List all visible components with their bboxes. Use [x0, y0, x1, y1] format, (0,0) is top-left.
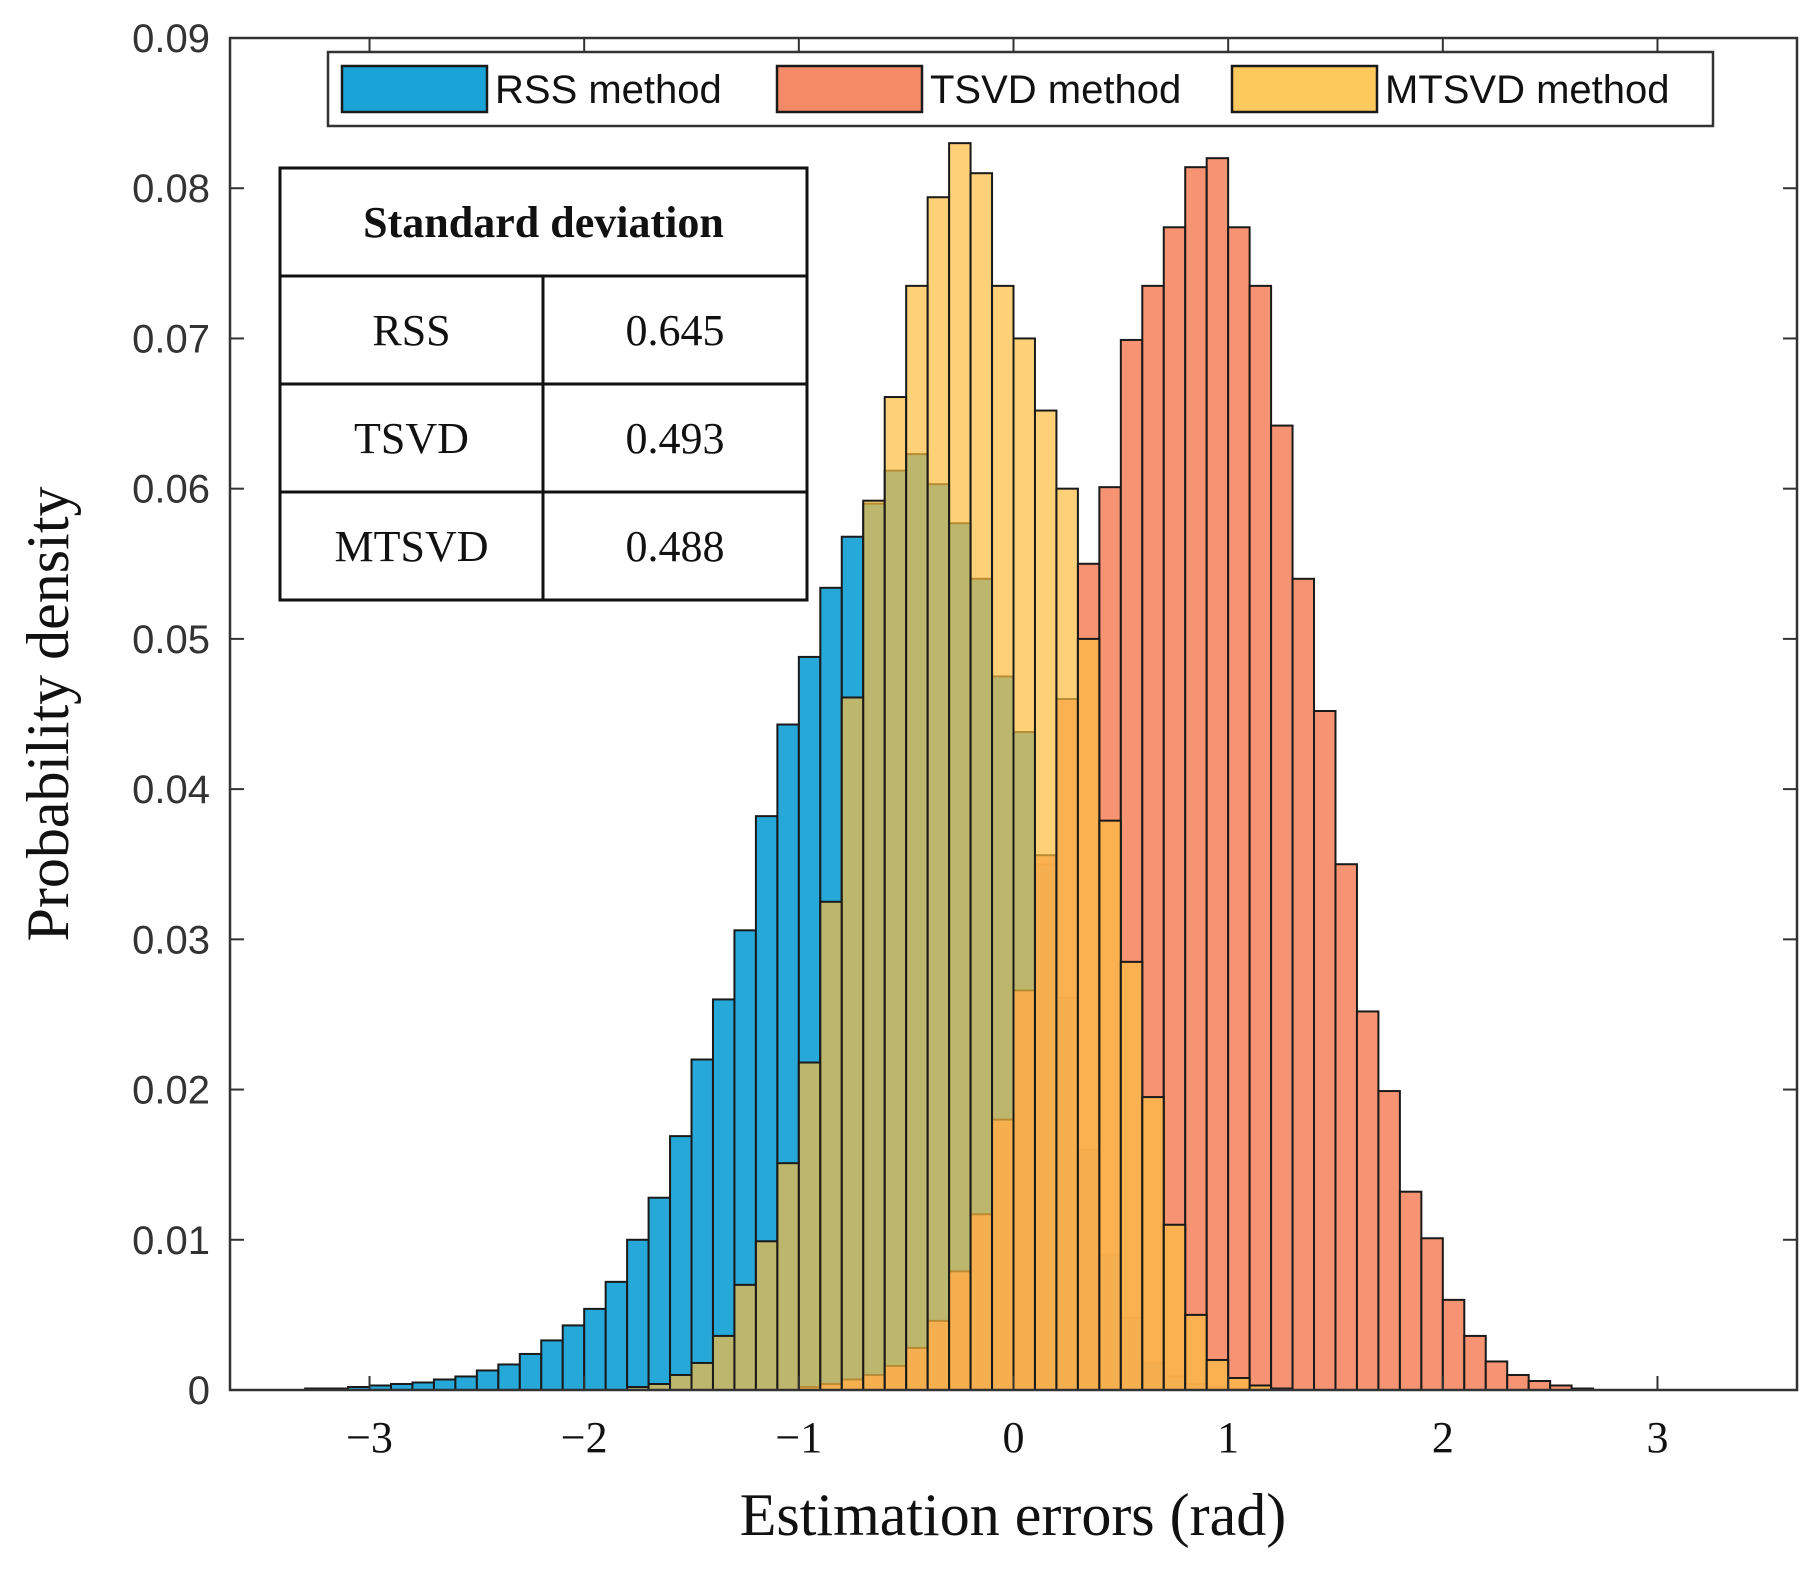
rss-method-bar — [561, 1324, 586, 1391]
mtsvd-method-bar — [840, 696, 865, 1391]
mtsvd-method-bar — [797, 1061, 822, 1391]
rss-method-bar — [647, 1196, 672, 1392]
x-tick-label: 1 — [1217, 1413, 1239, 1462]
tsvd-method-bar — [1506, 1373, 1530, 1392]
mtsvd-method-bar — [991, 284, 1015, 1391]
x-axis-title: Estimation errors (rad) — [740, 1482, 1286, 1548]
mtsvd-method-bar — [1227, 1376, 1251, 1391]
tsvd-method-bar — [1227, 226, 1251, 1391]
x-tick-label: 2 — [1432, 1413, 1454, 1462]
tsvd-method-bar — [1184, 166, 1208, 1391]
y-tick-label: 0 — [188, 1369, 210, 1413]
mtsvd-method-bar — [1205, 1358, 1230, 1392]
tsvd-method-bar — [1334, 863, 1358, 1391]
axes: 0 0.01 0.02 0.03 0.04 0.05 0.06 0.07 0.08 0.09 −3 −… — [132, 17, 1799, 1462]
rss-method-bar — [540, 1339, 564, 1391]
mtsvd-method-bar — [819, 900, 843, 1391]
tsvd-method-bar — [1270, 424, 1294, 1392]
rss-method-bar — [690, 1058, 714, 1391]
y-tick-label: 0.07 — [132, 317, 210, 361]
mtsvd-method-bar — [926, 196, 951, 1391]
mtsvd-method-bar — [1076, 637, 1101, 1391]
tsvd-method-bar — [1205, 157, 1230, 1392]
mtsvd-method-bar — [883, 396, 908, 1391]
y-tick-label: 0.01 — [132, 1219, 210, 1263]
standard-deviation-table: Standard deviation RSS 0.645 TSVD 0.493 MTSVD… — [278, 166, 809, 602]
mtsvd-method-bar — [733, 1283, 757, 1392]
mtsvd-method-legend-swatch — [1230, 64, 1379, 114]
tsvd-method-bar — [1398, 1190, 1423, 1391]
legend-box — [326, 50, 1715, 128]
tsvd-method-bar — [1377, 1090, 1401, 1391]
rss-method-legend-label: RSS method — [495, 68, 722, 112]
mtsvd-method-bar — [1162, 1223, 1187, 1392]
rss-method-bar — [475, 1369, 500, 1391]
tsvd-method-bar — [1527, 1379, 1552, 1392]
y-tick-label: 0.08 — [132, 167, 210, 211]
mtsvd-method-bar — [754, 1240, 779, 1392]
table-method-cell: RSS — [372, 306, 450, 355]
mtsvd-method-legend-label: MTSVD method — [1385, 68, 1670, 112]
mtsvd-method-bar — [669, 1373, 693, 1392]
y-tick-label: 0.05 — [132, 618, 210, 662]
table-value-cell: 0.488 — [626, 522, 725, 571]
y-tick-label: 0.04 — [132, 768, 210, 812]
tsvd-method-bar — [1463, 1334, 1487, 1392]
tsvd-method-legend-swatch — [775, 64, 924, 114]
tsvd-method-bar — [1248, 284, 1273, 1391]
histogram-bars — [304, 142, 1595, 1392]
rss-method-legend-swatch — [340, 64, 489, 114]
mtsvd-method-bar — [905, 284, 929, 1391]
y-axis-title: Probability density — [15, 487, 81, 942]
x-tick-label: 0 — [1003, 1413, 1025, 1462]
y-tick-label: 0.03 — [132, 918, 210, 962]
rss-method-bar — [432, 1378, 457, 1392]
tsvd-method-bar — [1291, 577, 1316, 1391]
rss-method-bar — [711, 998, 736, 1392]
tsvd-method-bar — [1355, 1010, 1380, 1391]
mtsvd-method-bar — [969, 172, 994, 1392]
mtsvd-method-series — [626, 142, 1294, 1392]
tsvd-method-bar — [1162, 226, 1187, 1391]
x-tick-label: −1 — [775, 1413, 822, 1462]
legend: RSS method TSVD method MTSVD method — [326, 50, 1715, 128]
rss-method-bar — [454, 1375, 478, 1391]
tsvd-method-bar — [1313, 709, 1337, 1391]
mtsvd-method-bar — [948, 142, 972, 1392]
mtsvd-method-bar — [1119, 960, 1144, 1391]
mtsvd-method-bar — [1033, 409, 1058, 1392]
mtsvd-method-bar — [1055, 487, 1079, 1391]
mtsvd-method-bar — [776, 1162, 800, 1391]
x-tick-label: −2 — [561, 1413, 608, 1462]
table-method-cell: MTSVD — [334, 522, 488, 571]
y-tick-label: 0.06 — [132, 468, 210, 512]
table-value-cell: 0.645 — [626, 306, 725, 355]
tsvd-method-bar — [1441, 1298, 1466, 1392]
mtsvd-method-bar — [1141, 1096, 1165, 1391]
table-method-cell: TSVD — [354, 414, 469, 463]
x-tick-label: −3 — [346, 1413, 393, 1462]
rss-method-bar — [626, 1238, 650, 1392]
x-tick-label: 3 — [1646, 1413, 1668, 1462]
tsvd-method-bar — [1484, 1360, 1509, 1391]
mtsvd-method-bar — [1012, 337, 1036, 1391]
mtsvd-method-bar — [1098, 819, 1122, 1391]
rss-method-bar — [583, 1307, 607, 1392]
y-tick-label: 0.02 — [132, 1069, 210, 1113]
tsvd-method-legend-label: TSVD method — [930, 68, 1181, 112]
rss-method-bar — [604, 1280, 629, 1391]
rss-method-bar — [669, 1135, 693, 1391]
y-tick-label: 0.09 — [132, 17, 210, 61]
tsvd-method-bar — [1420, 1237, 1444, 1391]
table-value-cell: 0.493 — [626, 414, 725, 463]
table-header: Standard deviation — [363, 198, 724, 247]
rss-method-bar — [497, 1363, 521, 1392]
rss-method-bar — [518, 1352, 543, 1391]
mtsvd-method-bar — [711, 1334, 736, 1392]
mtsvd-method-bar — [690, 1361, 714, 1391]
mtsvd-method-bar — [1184, 1313, 1208, 1392]
mtsvd-method-bar — [862, 499, 886, 1391]
